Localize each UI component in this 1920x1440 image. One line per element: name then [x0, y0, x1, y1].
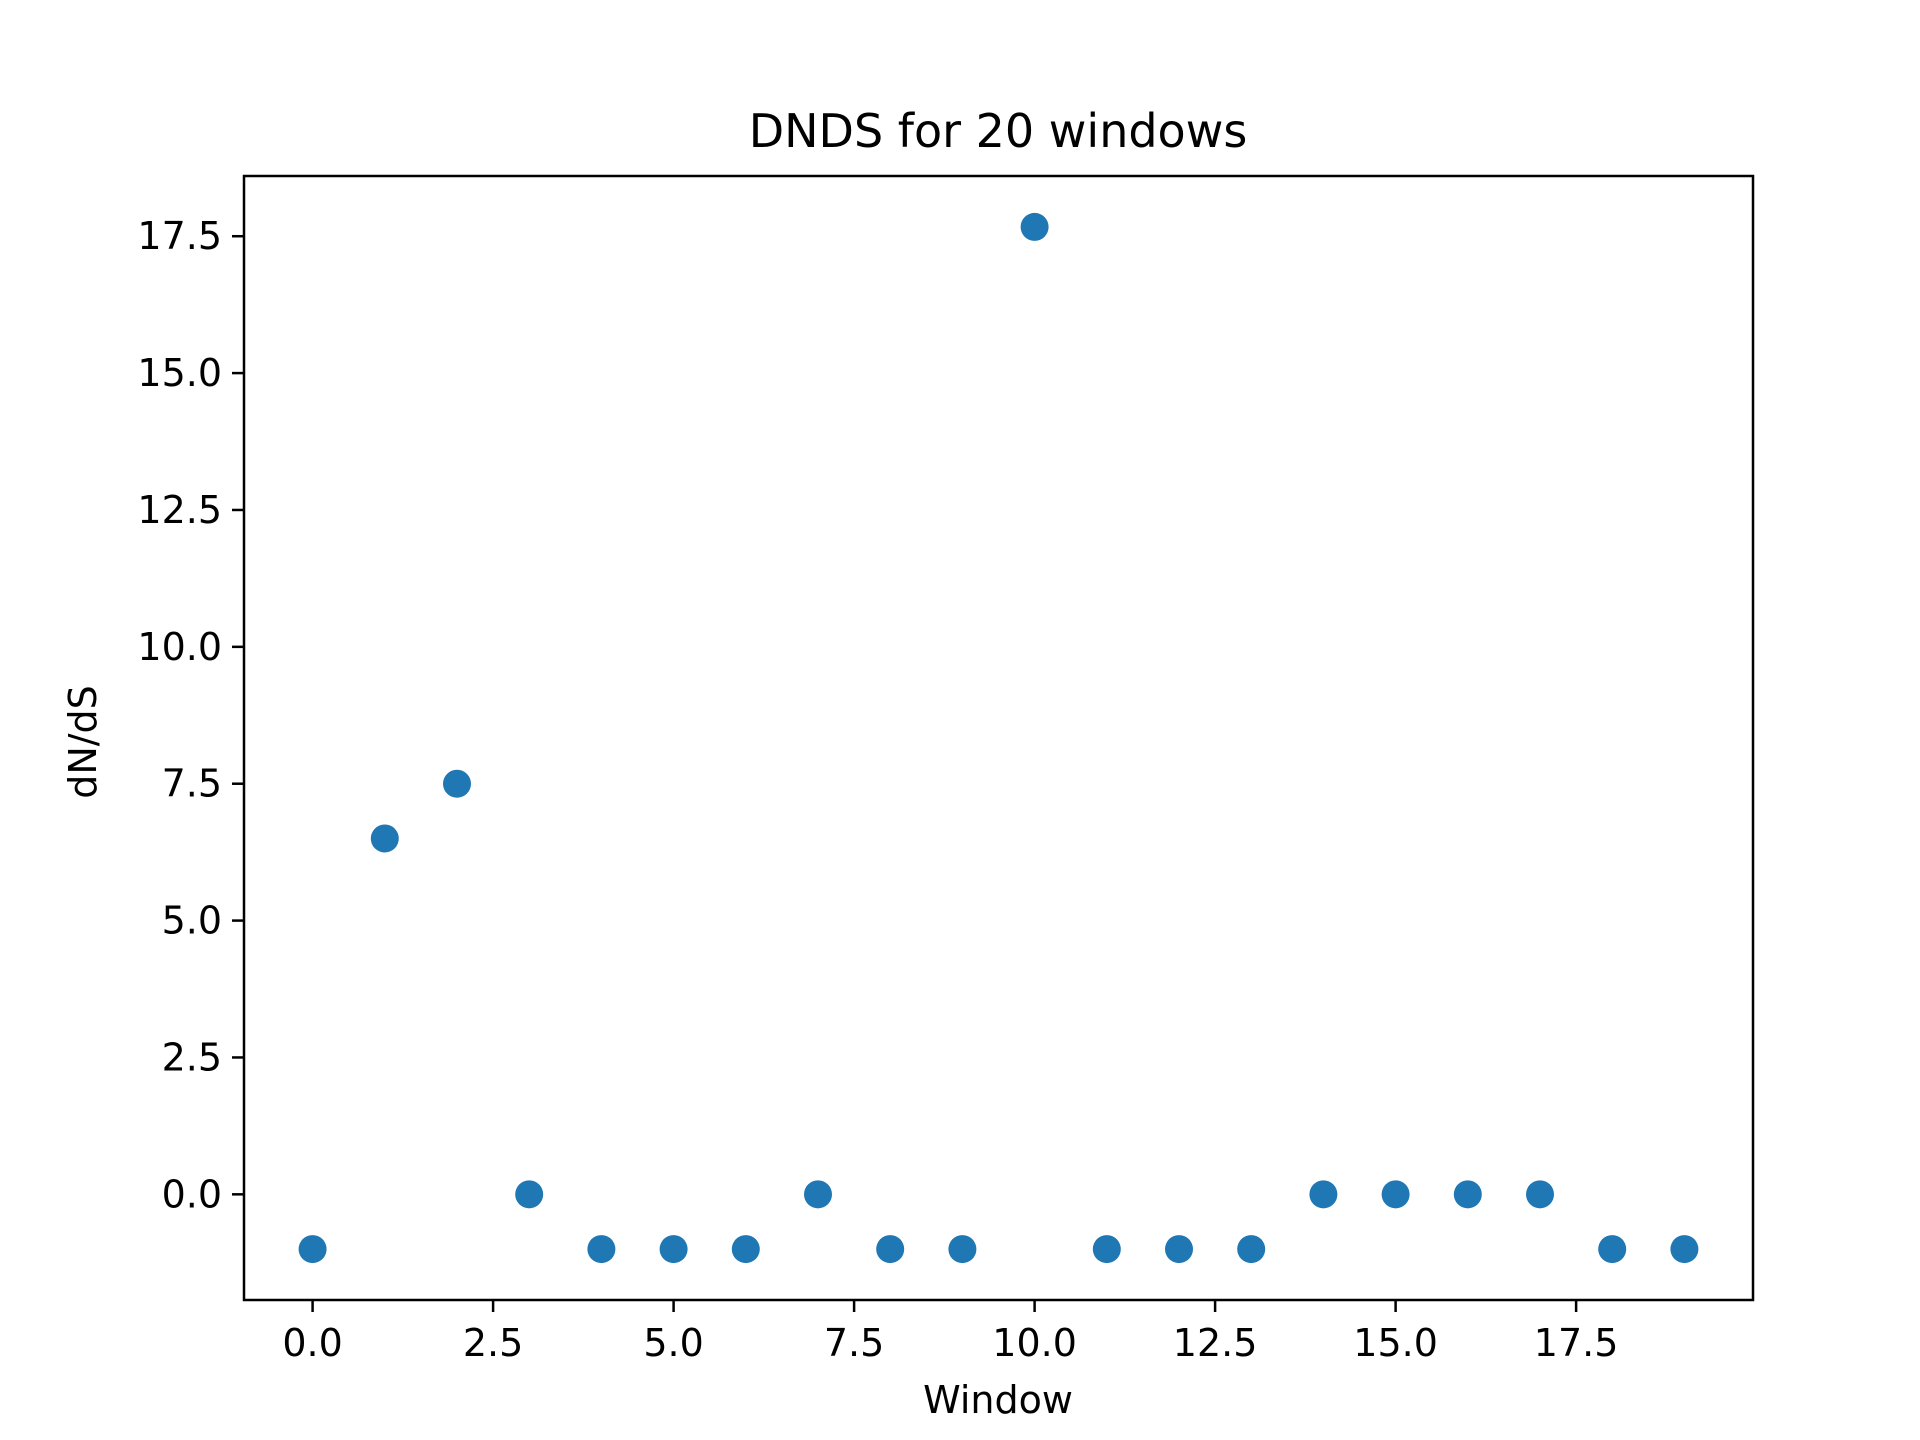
- x-tick-label: 10.0: [992, 1321, 1077, 1365]
- data-point: [515, 1180, 544, 1209]
- plot-frame: [242, 174, 1755, 1302]
- data-point: [1453, 1180, 1482, 1209]
- data-point: [1670, 1235, 1699, 1264]
- x-tick-label: 15.0: [1353, 1321, 1438, 1365]
- x-tick-label: 17.5: [1534, 1321, 1619, 1365]
- data-point: [803, 1180, 832, 1209]
- x-tick-label: 5.0: [643, 1321, 703, 1365]
- data-point: [442, 769, 471, 798]
- data-point: [1381, 1180, 1410, 1209]
- data-point: [1526, 1180, 1555, 1209]
- y-tick-label: 12.5: [137, 488, 222, 532]
- data-point: [948, 1235, 977, 1264]
- x-tick-label: 7.5: [824, 1321, 884, 1365]
- data-point: [876, 1235, 905, 1264]
- x-axis-label: Window: [923, 1378, 1073, 1422]
- data-point: [1165, 1235, 1194, 1264]
- y-tick-label: 0.0: [162, 1172, 222, 1216]
- y-axis: 0.0 2.5 5.0 7.5 10.0 12.5 15.0 17.5: [137, 214, 244, 1216]
- x-tick-label: 0.0: [282, 1321, 342, 1365]
- y-tick-label: 5.0: [162, 899, 222, 943]
- y-tick-label: 10.0: [137, 625, 222, 669]
- data-point: [370, 824, 399, 853]
- data-point: [1309, 1180, 1338, 1209]
- y-tick-label: 15.0: [137, 351, 222, 395]
- data-point: [1237, 1235, 1266, 1264]
- data-point: [298, 1235, 327, 1264]
- y-tick-label: 17.5: [137, 214, 222, 258]
- x-tick-label: 12.5: [1173, 1321, 1258, 1365]
- data-point: [1092, 1235, 1121, 1264]
- data-point: [659, 1235, 688, 1264]
- x-axis: 0.0 2.5 5.0 7.5 10.0 12.5 15.0 17.5: [282, 1300, 1618, 1365]
- data-point: [587, 1235, 616, 1264]
- data-point: [1020, 212, 1049, 241]
- y-axis-label: dN/dS: [61, 685, 105, 799]
- y-tick-label: 2.5: [162, 1035, 222, 1079]
- y-tick-label: 7.5: [162, 762, 222, 806]
- data-point: [1598, 1235, 1627, 1264]
- chart-title: DNDS for 20 windows: [749, 104, 1248, 158]
- data-points: [298, 212, 1699, 1264]
- x-tick-label: 2.5: [463, 1321, 523, 1365]
- data-point: [731, 1235, 760, 1264]
